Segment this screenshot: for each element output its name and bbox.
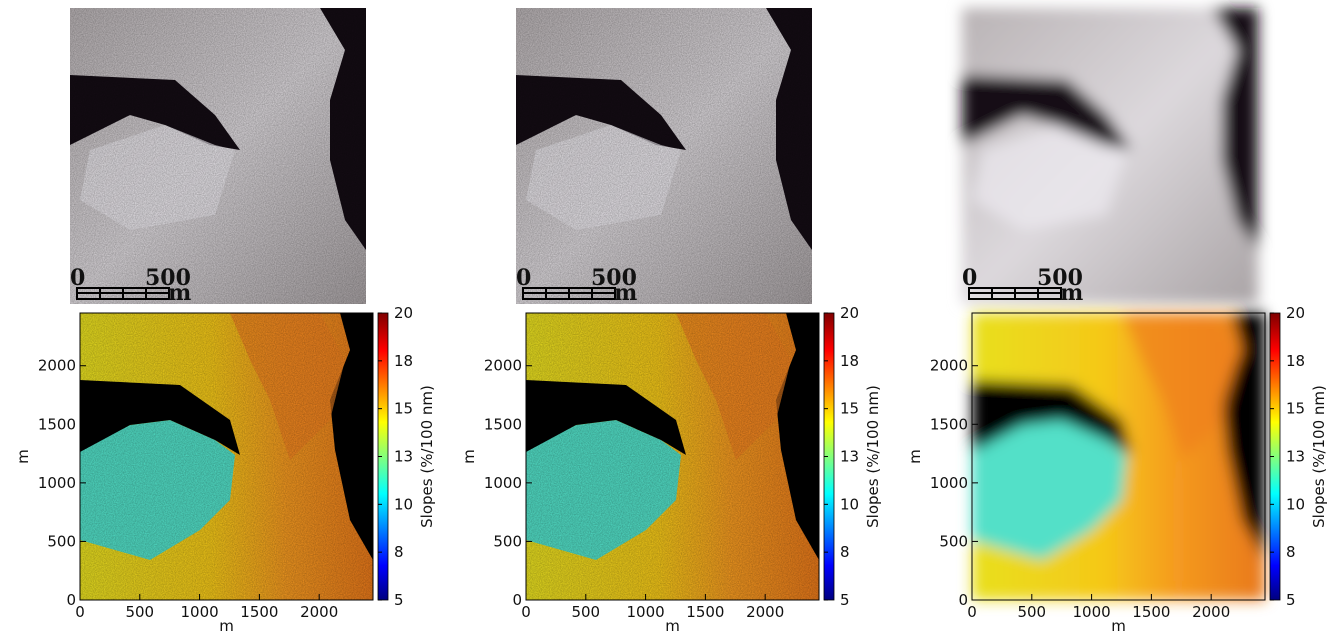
x-tick-label: 500 (1017, 603, 1046, 621)
x-tick-label: 2000 (746, 603, 784, 621)
map-panel: 0 500 1000 1500 2000 0 500 1000 1500 2000 m m 5 8 10 13… (460, 304, 882, 633)
y-tick-label: 2000 (930, 357, 968, 375)
cyan-region (972, 420, 1127, 560)
x-tick-label: 0 (75, 603, 85, 621)
y-tick-label: 1500 (484, 415, 522, 433)
scale-label: 500 (1037, 265, 1083, 291)
texture (526, 313, 819, 600)
colorbar-tick-label: 13 (394, 448, 413, 466)
colorbar-tick-label: 15 (1286, 400, 1305, 418)
slope-map (526, 313, 819, 600)
y-tick-label: 1500 (930, 415, 968, 433)
x-tick-label: 1000 (180, 603, 218, 621)
colorbar-tick-label: 15 (394, 400, 413, 418)
colorbar-tick-label: 8 (394, 543, 404, 561)
colorbar-tick-label: 20 (1286, 304, 1305, 322)
x-tick-label: 500 (125, 603, 154, 621)
colorbar-tick-label: 18 (840, 352, 859, 370)
x-tick-label: 500 (571, 603, 600, 621)
colorbar-tick-label: 13 (1286, 448, 1305, 466)
colorbar-tick-label: 8 (840, 543, 850, 561)
x-tick-label: 1500 (1132, 603, 1170, 621)
y-tick-label: 0 (958, 591, 968, 609)
scale-label: 0 (516, 265, 531, 291)
map-panel: 0 500 1000 1500 2000 0 500 1000 1500 2000 m m 5 8 10 13… (14, 304, 436, 633)
x-tick-label: 2000 (1192, 603, 1230, 621)
shadow-region (962, 75, 1132, 150)
slope-map (972, 313, 1265, 600)
colorbar-label: Slopes (%/100 nm) (864, 385, 882, 528)
photo-image (70, 8, 366, 304)
x-tick-label: 0 (967, 603, 977, 621)
y-axis-label: m (460, 449, 478, 464)
photo-image (516, 8, 812, 304)
y-axis-label: m (14, 449, 32, 464)
bright-region (972, 125, 1127, 230)
scale-label: 0 (962, 265, 977, 291)
x-axis-label: m (1111, 617, 1126, 633)
texture (80, 313, 373, 600)
colorbar-tick-label: 5 (1286, 591, 1296, 609)
colorbar-tick-label: 10 (1286, 495, 1305, 513)
colorbar-label: Slopes (%/100 nm) (1310, 385, 1328, 528)
slope-map (80, 313, 373, 600)
colorbar-tick-label: 8 (1286, 543, 1296, 561)
x-axis-label: m (665, 617, 680, 633)
y-tick-label: 500 (47, 532, 76, 550)
texture (516, 8, 812, 304)
y-tick-label: 0 (512, 591, 522, 609)
colorbar-tick-label: 20 (394, 304, 413, 322)
plot-frame (525, 312, 820, 601)
y-tick-label: 2000 (38, 357, 76, 375)
map-panel: 0 500 1000 1500 2000 0 500 1000 1500 2000 m m 5 8 10 13… (906, 304, 1328, 633)
colorbar-label: Slopes (%/100 nm) (418, 385, 436, 528)
colorbar-tick-label: 18 (1286, 352, 1305, 370)
colorbar-tick-label: 5 (840, 591, 850, 609)
plot-frame (971, 312, 1266, 601)
black-region (972, 380, 1132, 455)
scale-label: 500 (145, 265, 191, 291)
colorbar-tick-label: 10 (394, 495, 413, 513)
x-tick-label: 1000 (1072, 603, 1110, 621)
colorbar-tick-label: 18 (394, 352, 413, 370)
y-axis-label: m (906, 449, 924, 464)
red-region (1122, 313, 1237, 460)
shadow-region (1212, 8, 1258, 250)
colorbar-tick-label: 5 (394, 591, 404, 609)
colorbar-tick-label: 13 (840, 448, 859, 466)
scale-label: m (168, 280, 191, 306)
x-tick-label: 0 (521, 603, 531, 621)
x-tick-label: 2000 (300, 603, 338, 621)
photo-image (962, 8, 1258, 304)
x-axis-label: m (219, 617, 234, 633)
x-tick-label: 1500 (686, 603, 724, 621)
y-tick-label: 1000 (38, 474, 76, 492)
scale-label: 0 (70, 265, 85, 291)
x-tick-label: 1000 (626, 603, 664, 621)
y-tick-label: 1500 (38, 415, 76, 433)
y-tick-label: 1000 (484, 474, 522, 492)
scale-label: m (1060, 280, 1083, 306)
y-tick-label: 500 (939, 532, 968, 550)
colorbar-tick-label: 20 (840, 304, 859, 322)
x-tick-label: 1500 (240, 603, 278, 621)
colorbar-tick-label: 15 (840, 400, 859, 418)
y-tick-label: 1000 (930, 474, 968, 492)
y-tick-label: 500 (493, 532, 522, 550)
scale-label: 500 (591, 265, 637, 291)
plot-frame (79, 312, 374, 601)
scale-label: m (614, 280, 637, 306)
texture (70, 8, 366, 304)
colorbar-tick-label: 10 (840, 495, 859, 513)
y-tick-label: 0 (66, 591, 76, 609)
y-tick-label: 2000 (484, 357, 522, 375)
